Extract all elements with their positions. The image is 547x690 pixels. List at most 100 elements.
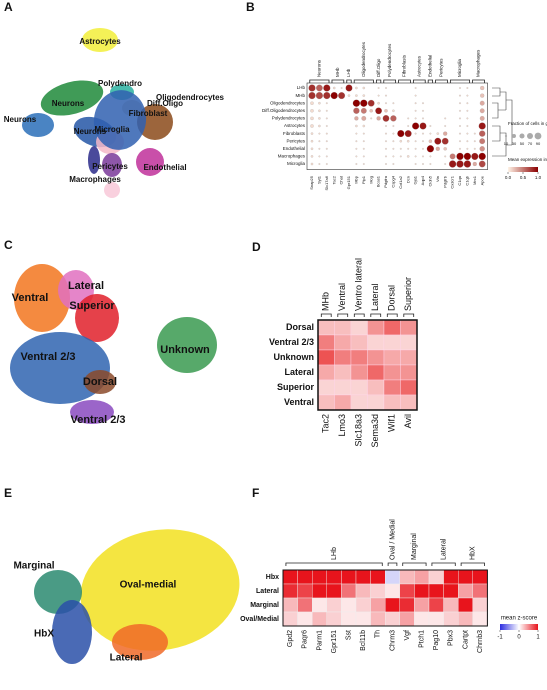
dot (456, 160, 464, 168)
dot (377, 87, 380, 89)
heatmap-cell (385, 583, 401, 599)
group-label: Endothelial (428, 55, 433, 77)
dot (407, 147, 410, 150)
gene-label: Syt1 (316, 175, 321, 184)
gene-label: Avil (403, 414, 413, 428)
cluster-blob (84, 370, 116, 394)
panel-label: D (252, 240, 261, 254)
heatmap-cell (472, 597, 488, 613)
dot (414, 109, 417, 112)
heatmap-cell (385, 569, 401, 585)
gene-label: Cspg4 (390, 175, 395, 187)
dot (362, 163, 365, 165)
dot (308, 84, 316, 92)
gene-label: Gpd2 (287, 630, 294, 647)
gene-label: C1qb (464, 175, 469, 185)
row-label: MHb (295, 93, 305, 98)
dot (325, 147, 328, 150)
dot (361, 116, 367, 121)
heatmap-cell (350, 349, 368, 366)
cluster-label: Fibroblast (129, 109, 168, 118)
gene-label: Paqr6 (302, 630, 309, 649)
group-label: Macrophages (476, 49, 481, 77)
gene-label: Apoe (479, 175, 484, 185)
heatmap-cell (326, 569, 342, 585)
size-key (504, 134, 508, 138)
dot (308, 92, 316, 100)
dot (459, 87, 461, 89)
heatmap-cell (282, 611, 298, 627)
group-bracket (309, 79, 330, 83)
row-label: Ventral 2/3 (269, 337, 314, 347)
heatmap-cell (350, 364, 368, 381)
group-bracket (435, 79, 448, 83)
cluster-label: Ventral 2/3 (70, 414, 125, 426)
dot (479, 138, 486, 145)
dot (310, 162, 314, 166)
dot (459, 102, 461, 105)
row-label: Fibroblasts (283, 131, 306, 136)
dot (459, 132, 461, 135)
cluster-label: Ventral (12, 292, 49, 304)
dot (325, 140, 328, 143)
legend-tick: 50 (520, 141, 525, 146)
gene-label: Lmo3 (337, 414, 347, 437)
dot (355, 94, 358, 97)
dot (422, 163, 424, 165)
cluster-label: Pericytes (92, 162, 128, 171)
group-bracket (387, 562, 398, 566)
cluster-label: Microglia (94, 125, 130, 134)
row-label: Pericytes (286, 138, 305, 143)
dot (479, 130, 486, 137)
row-label: Unknown (274, 352, 315, 362)
heatmap-cell (326, 583, 342, 599)
dot (323, 84, 331, 92)
dot (473, 147, 476, 150)
group-label: Lateral (440, 538, 447, 560)
dot (480, 93, 485, 98)
group-bracket (346, 79, 352, 83)
row-label: Astrocytes (284, 123, 306, 128)
gene-label: Chrm3 (389, 630, 396, 651)
dot (414, 102, 417, 105)
heatmap-cell (334, 334, 352, 351)
dot (441, 137, 449, 145)
color-bar (500, 624, 538, 630)
row-label: Lateral (256, 588, 279, 595)
panel-label: A (4, 0, 13, 14)
row-label: Endothelial (283, 146, 305, 151)
dot (318, 124, 321, 128)
dot (325, 163, 328, 165)
gene-label: Gpr151 (331, 630, 338, 653)
dot (466, 132, 469, 135)
group-bracket (285, 562, 383, 566)
heatmap-cell (400, 364, 418, 381)
dot (330, 92, 338, 100)
dot (377, 101, 380, 105)
gene-label: Aqp4 (420, 175, 425, 185)
heatmap-cell (334, 364, 352, 381)
gene-label: Bcas1 (376, 175, 381, 187)
group-bracket (431, 562, 456, 566)
dot (434, 137, 442, 145)
panel-label: E (4, 486, 12, 500)
gene-label: Mog (368, 176, 373, 184)
dot (310, 139, 314, 143)
dot (354, 116, 359, 121)
dot (353, 107, 360, 114)
cluster-blob (157, 317, 217, 373)
cluster-label: Astrocytes (79, 37, 121, 46)
heatmap-cell (350, 319, 368, 336)
dot (385, 132, 387, 135)
heatmap-cell (312, 583, 328, 599)
gene-label: Vgf (404, 630, 411, 641)
dot (463, 160, 472, 168)
dot (399, 155, 402, 158)
dot (385, 125, 387, 127)
dot (332, 86, 336, 90)
heatmap-cell (400, 349, 418, 366)
heatmap-cell (458, 597, 474, 613)
heatmap-cell (312, 569, 328, 585)
heatmap-cell (341, 583, 357, 599)
dot (459, 147, 461, 150)
